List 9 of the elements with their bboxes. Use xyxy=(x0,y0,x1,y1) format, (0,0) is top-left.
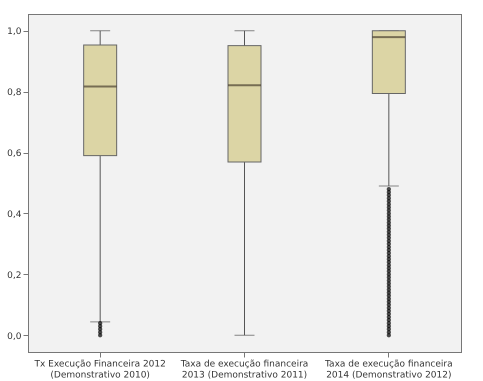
x-tick-label: Tx Execução Financeira 2012 (Demonstrativo 2010) xyxy=(33,360,166,380)
y-tick-label: 0,8 xyxy=(7,88,22,98)
y-tick-label: 0,2 xyxy=(7,270,22,281)
y-tick-label: 0,0 xyxy=(7,332,22,342)
y-tick-label: 0,6 xyxy=(7,149,22,160)
x-tick-label: Taxa de execução financeira 2014 (Demonstrativo 2012) xyxy=(324,360,453,380)
y-tick-label: 0,4 xyxy=(7,210,22,220)
y-tick-label: 1,0 xyxy=(7,27,22,38)
x-tick-label: Taxa de execução financeira 2013 (Demonstrativo 2011) xyxy=(180,360,308,380)
